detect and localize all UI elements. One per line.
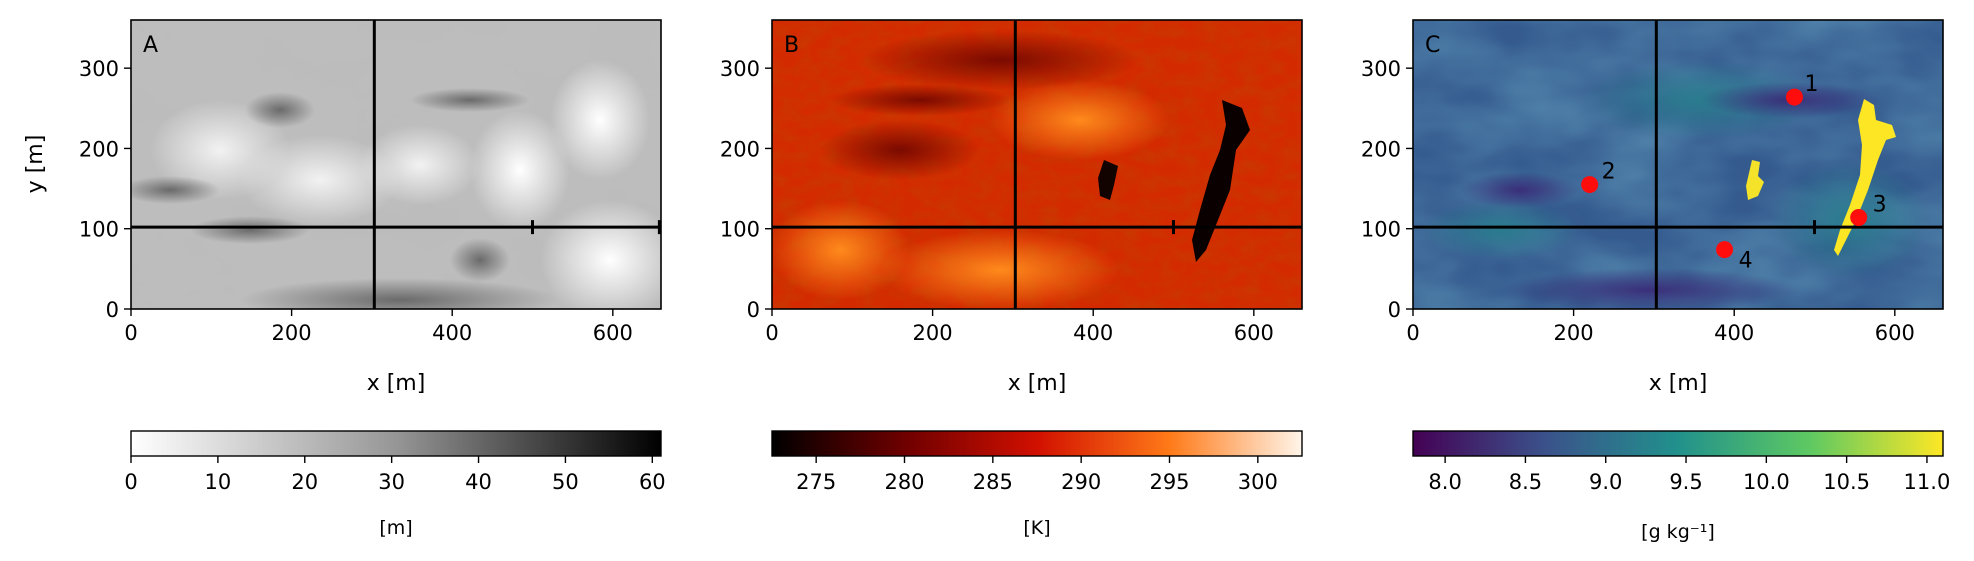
colorbar-tick-label: 20 — [291, 470, 318, 494]
xtick-label: 0 — [1406, 321, 1419, 345]
sample-point — [1716, 241, 1734, 259]
sample-point-label: 3 — [1873, 192, 1887, 217]
colorbar-b-label: [K] — [1023, 517, 1050, 539]
xtick-label: 0 — [765, 321, 778, 345]
colorbar-c: 8.0 8.5 9.0 9.5 10.0 10.5 11.0 [g kg⁻¹] — [1412, 430, 1950, 543]
colorbar-tick-label: 290 — [1061, 470, 1101, 494]
colorbar-tick-label: 295 — [1149, 470, 1189, 494]
colorbar-tick-label: 10.5 — [1823, 470, 1870, 494]
xtick-label: 0 — [124, 321, 137, 345]
colorbar-tick-label: 11.0 — [1904, 470, 1951, 494]
colorbar-tick-label: 8.5 — [1509, 470, 1542, 494]
panel-c-letter: C — [1425, 33, 1440, 58]
colorbar-tick-label: 60 — [639, 470, 666, 494]
panel-b-crosshair — [772, 20, 1302, 309]
ytick-label: 200 — [79, 137, 119, 161]
colorbar-a: 0 10 20 30 40 50 60 [m] — [124, 430, 666, 539]
colorbar-c-ticks: 8.0 8.5 9.0 9.5 10.0 10.5 11.0 — [1428, 456, 1950, 494]
colorbar-c-label: [g kg⁻¹] — [1641, 521, 1715, 543]
xtick-label: 200 — [1554, 321, 1594, 345]
panel-b-axes: 0 200 400 600 0 100 200 300 — [720, 57, 1274, 345]
panel-a-frame — [130, 19, 662, 310]
panel-b-letter: B — [784, 33, 799, 58]
xtick-label: 400 — [432, 321, 472, 345]
panel-a-xlabel: x [m] — [367, 371, 426, 396]
panel-c: C 0 200 400 600 0 100 200 300 1 2 3 4 x [m] — [1361, 19, 1944, 396]
sample-point — [1785, 88, 1803, 106]
colorbar-b-ticks: 275 280 285 290 295 300 — [796, 456, 1278, 494]
panel-c-frame — [1412, 19, 1944, 310]
colorbar-tick-label: 285 — [973, 470, 1013, 494]
ytick-label: 200 — [1361, 137, 1401, 161]
colorbar-tick-label: 275 — [796, 470, 836, 494]
panel-c-xlabel: x [m] — [1649, 371, 1708, 396]
ytick-label: 300 — [79, 57, 119, 81]
ytick-label: 100 — [79, 218, 119, 242]
panel-a: A 0 200 400 600 0 100 200 300 x [m] y [m] — [23, 19, 662, 396]
colorbar-tick-label: 280 — [884, 470, 924, 494]
colorbar-tick-label: 10 — [205, 470, 232, 494]
ytick-label: 100 — [720, 218, 760, 242]
xtick-label: 600 — [593, 321, 633, 345]
colorbar-a-label: [m] — [379, 517, 412, 539]
sample-point-label: 2 — [1602, 160, 1616, 185]
panel-c-crosshair — [1413, 20, 1943, 309]
ytick-label: 200 — [720, 137, 760, 161]
xtick-label: 400 — [1073, 321, 1113, 345]
colorbar-b-ramp — [771, 430, 1303, 457]
colorbar-c-ramp — [1412, 430, 1944, 457]
sample-point-label: 4 — [1739, 249, 1753, 274]
panel-b-frame — [771, 19, 1303, 310]
colorbar-tick-label: 9.5 — [1669, 470, 1702, 494]
xtick-label: 200 — [913, 321, 953, 345]
colorbar-a-ramp — [130, 430, 662, 457]
panel-b-image — [772, 20, 1302, 309]
panel-a-ylabel: y [m] — [23, 135, 48, 194]
panel-c-image — [1413, 20, 1943, 309]
xtick-label: 400 — [1714, 321, 1754, 345]
sample-point — [1581, 176, 1599, 194]
colorbar-tick-label: 300 — [1238, 470, 1278, 494]
panel-c-points: 1 2 3 4 — [1581, 72, 1887, 274]
xtick-label: 600 — [1875, 321, 1915, 345]
ytick-label: 300 — [1361, 57, 1401, 81]
panel-c-axes: 0 200 400 600 0 100 200 300 — [1361, 57, 1915, 345]
panel-a-crosshair — [131, 20, 661, 309]
ytick-label: 0 — [106, 298, 119, 322]
ytick-label: 0 — [747, 298, 760, 322]
panel-a-axes: 0 200 400 600 0 100 200 300 — [79, 57, 633, 345]
colorbar-tick-label: 9.0 — [1589, 470, 1622, 494]
colorbar-b: 275 280 285 290 295 300 [K] — [771, 430, 1303, 539]
panel-a-image — [131, 20, 661, 309]
colorbar-tick-label: 50 — [552, 470, 579, 494]
xtick-label: 600 — [1234, 321, 1274, 345]
ytick-label: 0 — [1388, 298, 1401, 322]
ytick-label: 300 — [720, 57, 760, 81]
colorbar-tick-label: 8.0 — [1428, 470, 1461, 494]
panel-b-xlabel: x [m] — [1008, 371, 1067, 396]
colorbar-tick-label: 40 — [465, 470, 492, 494]
colorbar-a-ticks: 0 10 20 30 40 50 60 — [124, 456, 666, 494]
sample-point — [1850, 208, 1868, 226]
colorbar-tick-label: 0 — [124, 470, 137, 494]
sample-point-label: 1 — [1804, 72, 1818, 97]
xtick-label: 200 — [272, 321, 312, 345]
panel-b: B 0 200 400 600 0 100 200 300 x [m] — [720, 19, 1303, 396]
colorbar-tick-label: 30 — [378, 470, 405, 494]
panel-a-letter: A — [143, 33, 158, 58]
ytick-label: 100 — [1361, 218, 1401, 242]
colorbar-tick-label: 10.0 — [1743, 470, 1790, 494]
